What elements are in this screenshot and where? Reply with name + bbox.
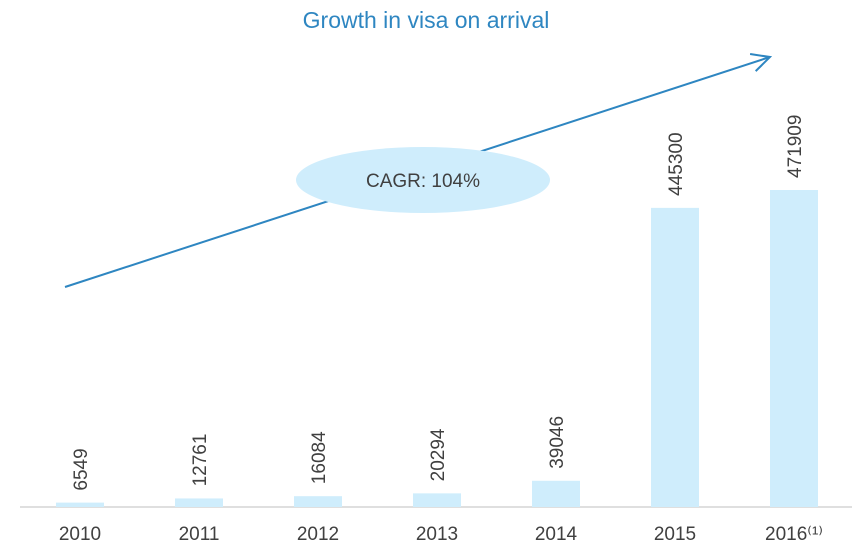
bar: [56, 502, 104, 507]
x-tick-label: 2010: [59, 524, 101, 545]
x-tick-label: 2014: [535, 524, 578, 545]
chart-title: Growth in visa on arrival: [303, 7, 550, 33]
x-tick-label: 2015: [654, 524, 696, 545]
value-label: 445300: [666, 132, 687, 195]
value-label: 39046: [547, 416, 568, 469]
value-label: 12761: [190, 434, 211, 487]
annotation-bubble: [296, 147, 550, 213]
bar: [770, 190, 818, 507]
x-tick-label: 2016⁽¹⁾: [765, 524, 823, 545]
x-tick-label: 2012: [297, 524, 339, 545]
annotation: CAGR: 104%: [366, 171, 480, 192]
value-label: 16084: [309, 431, 330, 484]
bar: [175, 498, 223, 507]
bar: [651, 207, 699, 507]
bar: [294, 496, 342, 507]
bar: [413, 493, 461, 507]
bar: [532, 480, 580, 507]
x-tick-label: 2013: [416, 524, 458, 545]
value-label: 6549: [71, 448, 92, 490]
value-label: 471909: [785, 115, 806, 178]
value-label: 20294: [428, 428, 449, 481]
x-tick-label: 2011: [179, 524, 220, 545]
